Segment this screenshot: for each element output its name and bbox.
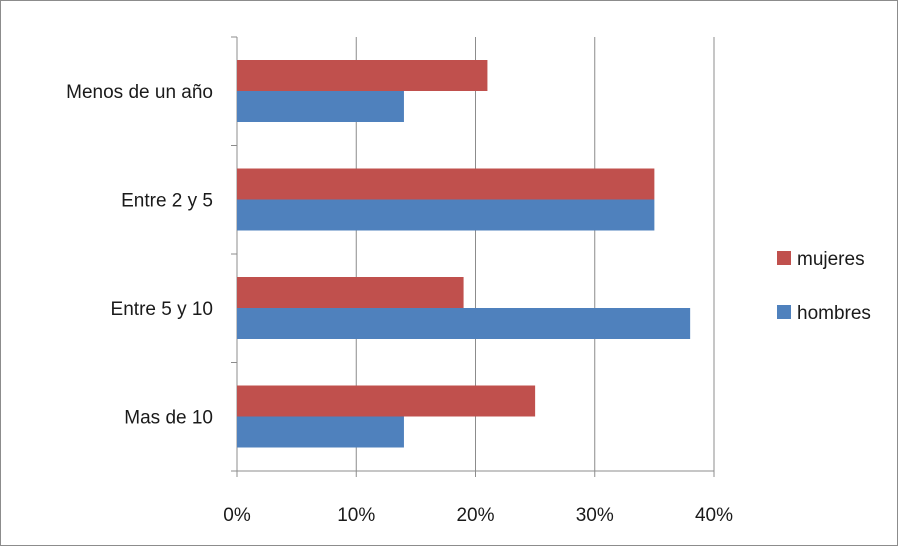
- bar-hombres-2: [237, 308, 691, 339]
- bar-mujeres-0: [237, 60, 488, 91]
- bar-mujeres-3: [237, 385, 536, 417]
- y-category-label: Menos de un año: [66, 82, 213, 103]
- bar-hombres-3: [237, 416, 404, 448]
- bar-hombres-0: [237, 91, 404, 122]
- y-category-label: Entre 2 y 5: [121, 191, 213, 212]
- x-tick-label: 40%: [695, 505, 733, 526]
- legend-swatch-mujeres: [777, 251, 791, 265]
- legend-label-mujeres: mujeres: [797, 249, 865, 270]
- legend: mujeres hombres: [777, 249, 871, 324]
- y-category-label: Mas de 10: [124, 408, 213, 429]
- bars: [237, 60, 691, 448]
- x-tick-label: 0%: [223, 505, 251, 526]
- bar-hombres-1: [237, 199, 655, 231]
- bar-mujeres-1: [237, 168, 655, 200]
- legend-swatch-hombres: [777, 305, 791, 319]
- bar-mujeres-2: [237, 277, 464, 308]
- x-tick-label: 20%: [456, 505, 494, 526]
- y-category-label: Entre 5 y 10: [111, 299, 213, 320]
- tick-labels: 0% 10% 20% 30% 40% Menos de un año Entre 2 y 5…: [66, 82, 733, 526]
- legend-label-hombres: hombres: [797, 303, 871, 324]
- x-tick-label: 10%: [337, 505, 375, 526]
- x-tick-label: 30%: [576, 505, 614, 526]
